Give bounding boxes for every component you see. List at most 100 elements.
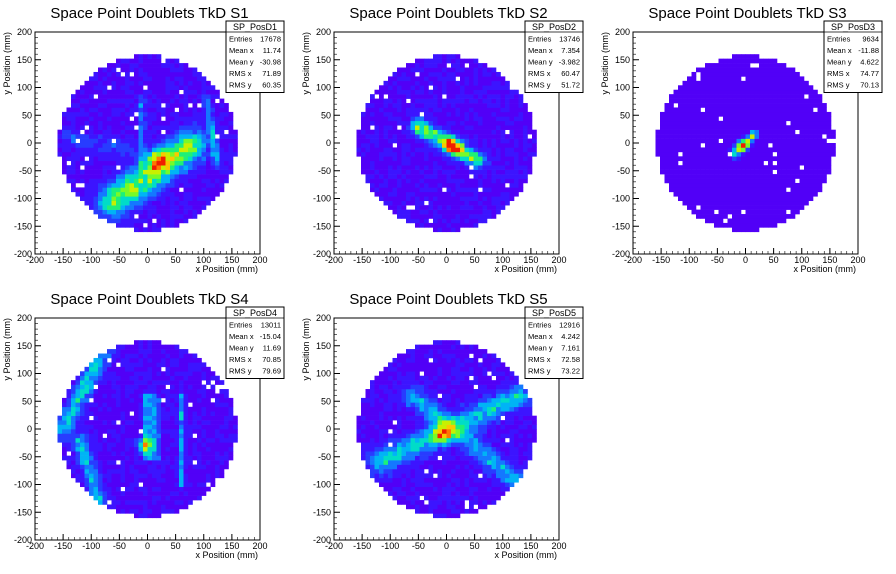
heatmap-cell — [478, 63, 483, 68]
heatmap-cell — [116, 200, 121, 206]
heatmap-cell — [736, 147, 742, 153]
heatmap-cell — [759, 187, 764, 193]
heatmap-cell — [433, 169, 438, 175]
heatmap-cell — [768, 160, 773, 166]
heatmap-cell — [93, 129, 99, 135]
heatmap-cell — [397, 156, 402, 162]
heatmap-cell — [415, 147, 420, 153]
heatmap-cell — [691, 209, 697, 215]
heatmap-cell — [509, 147, 515, 153]
heatmap-cell — [799, 103, 805, 108]
heatmap-cell — [89, 200, 94, 206]
heatmap-cell — [120, 477, 126, 483]
heatmap-cell — [84, 169, 90, 175]
heatmap-cell — [691, 120, 697, 126]
heatmap-cell — [224, 120, 229, 126]
heatmap-cell — [134, 80, 139, 86]
heatmap-cell — [183, 357, 189, 363]
heatmap-cell — [161, 160, 166, 166]
heatmap-cell — [723, 98, 728, 104]
heatmap-cell — [491, 196, 497, 202]
heatmap-cell — [116, 89, 121, 95]
heatmap-cell — [156, 218, 162, 224]
heatmap-cell — [179, 468, 184, 474]
heatmap-cell — [156, 214, 162, 219]
heatmap-cell — [219, 116, 225, 122]
heatmap-cell — [224, 103, 229, 108]
heatmap-cell — [161, 85, 166, 91]
heatmap-cell — [107, 143, 112, 148]
heatmap-cell — [473, 156, 479, 162]
heatmap-cell — [464, 200, 470, 206]
heatmap-cell — [111, 446, 117, 452]
heatmap-cell — [442, 165, 447, 170]
heatmap-cell — [433, 63, 438, 68]
heatmap-cell — [451, 227, 456, 233]
heatmap-cell — [120, 393, 126, 399]
heatmap-cell — [165, 397, 171, 403]
heatmap-cell — [732, 200, 737, 206]
heatmap-cell — [763, 214, 769, 219]
heatmap-cell — [174, 134, 180, 139]
heatmap-cell — [478, 80, 483, 86]
heatmap-cell — [116, 160, 121, 166]
heatmap-cell — [107, 349, 112, 354]
heatmap-cell — [786, 147, 791, 153]
heatmap-cell — [129, 460, 135, 465]
heatmap-cell — [804, 182, 809, 188]
heatmap-cell — [437, 214, 443, 219]
heatmap-cell — [500, 85, 506, 91]
heatmap-cell — [491, 214, 497, 219]
heatmap-cell — [161, 491, 166, 496]
heatmap-cell — [397, 205, 402, 210]
y-tick-label: -200 — [313, 249, 331, 259]
heatmap-cell — [772, 111, 778, 117]
heatmap-cell — [192, 169, 198, 175]
heatmap-cell — [500, 89, 506, 95]
heatmap-cell — [206, 111, 211, 117]
heatmap-cell — [718, 103, 724, 108]
heatmap-cell — [795, 169, 800, 175]
heatmap-cell — [813, 116, 818, 122]
heatmap-cell — [107, 495, 112, 501]
heatmap-cell — [98, 143, 103, 148]
heatmap-cell — [201, 187, 207, 193]
heatmap-cell — [125, 138, 130, 144]
heatmap-cell — [754, 138, 760, 144]
heatmap-cell — [116, 143, 121, 148]
heatmap-cell — [487, 125, 492, 130]
heatmap-cell — [718, 178, 724, 184]
heatmap-cell — [120, 357, 126, 363]
heatmap-cell — [401, 125, 407, 130]
heatmap-cell — [98, 80, 103, 86]
heatmap-cell — [156, 406, 162, 412]
heatmap-cell — [116, 209, 121, 215]
heatmap-cell — [197, 111, 202, 117]
heatmap-cell — [745, 103, 751, 108]
heatmap-cell — [188, 209, 193, 215]
heatmap-cell — [437, 54, 443, 59]
heatmap-cell — [727, 125, 733, 130]
heatmap-cell — [808, 129, 814, 135]
heatmap-cell — [727, 111, 733, 117]
heatmap-cell — [482, 67, 488, 73]
heatmap-cell — [138, 227, 144, 233]
heatmap-cell — [736, 143, 742, 148]
heatmap-cell — [664, 165, 670, 170]
heatmap-cell — [428, 63, 434, 68]
heatmap-cell — [174, 218, 180, 224]
heatmap-cell — [129, 451, 135, 456]
heatmap-cell — [129, 375, 135, 381]
heatmap-cell — [188, 429, 193, 434]
heatmap-cell — [84, 107, 90, 113]
heatmap-cell — [446, 54, 452, 59]
heatmap-cell — [138, 156, 144, 162]
heatmap-cell — [206, 165, 211, 170]
heatmap-cell — [165, 411, 171, 416]
heatmap-cell — [754, 191, 760, 197]
heatmap-cell — [192, 187, 198, 193]
heatmap-cell — [451, 63, 456, 68]
heatmap-cell — [817, 178, 823, 184]
heatmap-cell — [129, 380, 135, 385]
heatmap-cell — [714, 178, 719, 184]
